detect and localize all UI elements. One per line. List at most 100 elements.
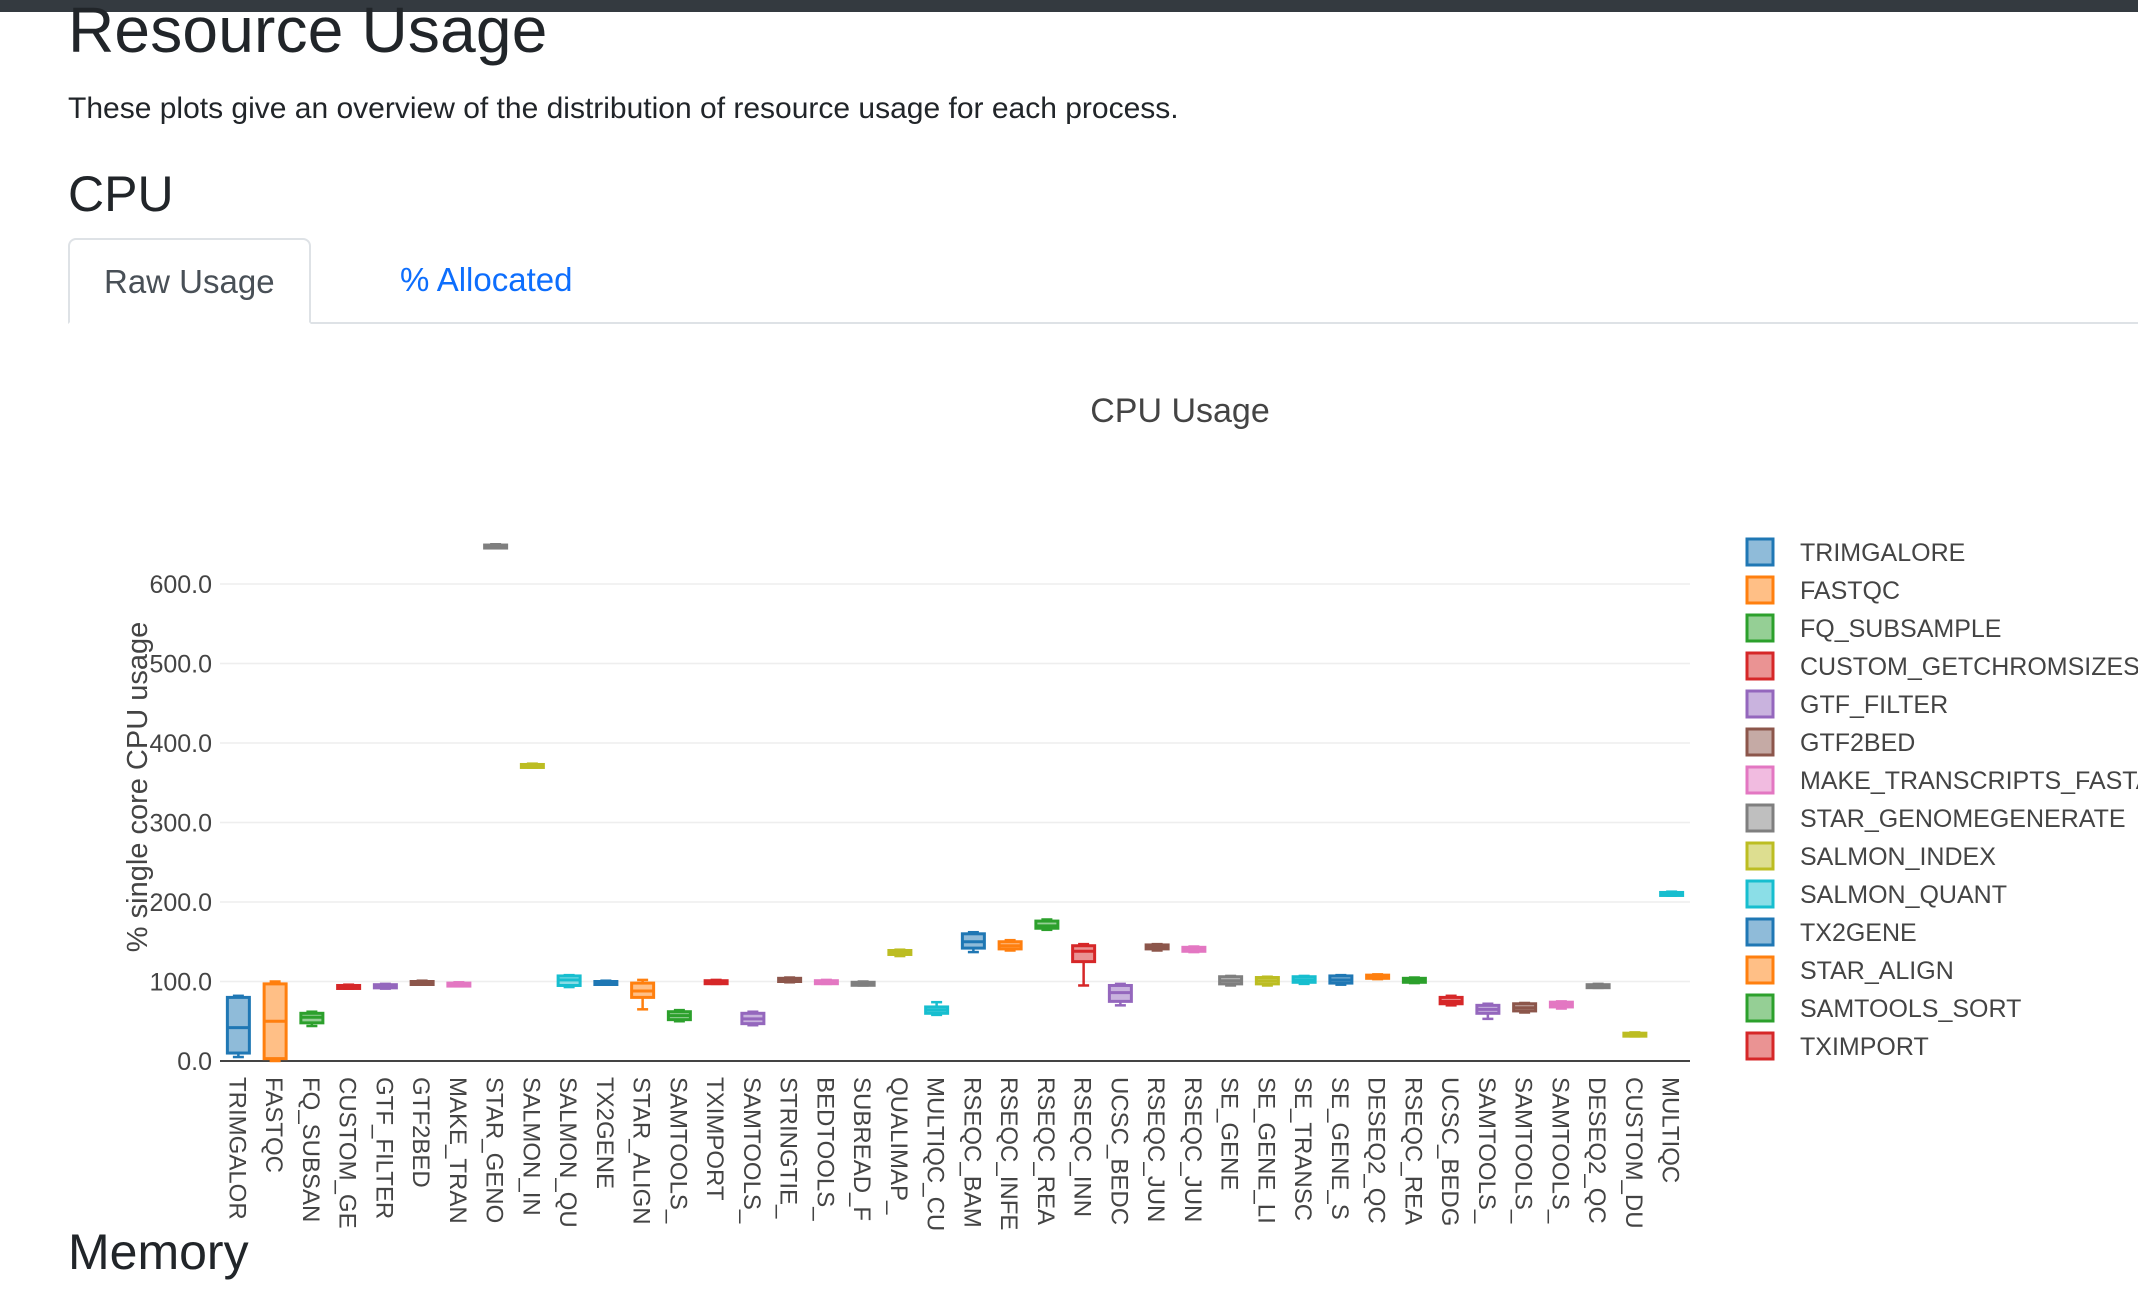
box-16 — [777, 976, 803, 984]
legend-swatch — [1745, 841, 1775, 871]
legend-item: SALMON_QUANT — [1745, 879, 2007, 909]
legend-label: FASTQC — [1800, 577, 1900, 605]
y-tick-labels: 0.0 100.0 200.0 300.0 400.0 500.0 600.0 — [149, 571, 212, 1076]
tab-percent-allocated[interactable]: % Allocated — [400, 261, 573, 298]
legend-swatch — [1745, 613, 1775, 643]
x-tick-label: CUSTOM_GE — [334, 1077, 361, 1229]
box-26 — [1144, 942, 1170, 952]
x-tick-label: SAMTOOLS_ — [1510, 1077, 1537, 1224]
box-4 — [336, 983, 362, 990]
page-description: These plots give an overview of the dist… — [68, 92, 1179, 125]
box-19 — [887, 948, 913, 958]
x-tick-label: SALMON_QU — [554, 1077, 581, 1228]
legend-label: CUSTOM_GETCHROMSIZES — [1800, 653, 2138, 681]
legend-item: TX2GENE — [1745, 917, 1917, 947]
x-tick-label: RSEQC_REA — [1399, 1077, 1426, 1225]
x-tick-label: DESEQ2_QC — [1583, 1077, 1610, 1224]
box-20 — [924, 1000, 950, 1017]
x-tick-label: RSEQC_JUN — [1179, 1077, 1206, 1222]
x-tick-label: STRINGTIE_ — [775, 1077, 802, 1219]
grid-lines — [220, 583, 1690, 1062]
box-35 — [1475, 1002, 1501, 1021]
box-3 — [299, 1010, 325, 1028]
legend-swatch — [1745, 1031, 1775, 1061]
cpu-usage-chart: CPU Usage % single core CPU usage 0.0 100… — [122, 392, 2138, 1230]
legend-item: FASTQC — [1745, 575, 1900, 605]
box-13 — [666, 1008, 692, 1023]
box-39 — [1622, 1031, 1648, 1038]
legend-swatch — [1745, 993, 1775, 1023]
box-8 — [483, 543, 509, 550]
x-tick-label: TX2GENE — [591, 1077, 618, 1189]
box-5 — [372, 982, 398, 990]
box-23 — [1034, 918, 1060, 932]
legend-swatch — [1745, 689, 1775, 719]
x-tick-label: SE_GENE_S — [1326, 1077, 1353, 1220]
box-27 — [1181, 945, 1207, 954]
legend-swatch — [1745, 537, 1775, 567]
page-title: Resource Usage — [68, 0, 548, 66]
legend-label: SAMTOOLS_SORT — [1800, 995, 2021, 1023]
tab-raw-usage[interactable]: Raw Usage — [68, 238, 311, 324]
box-plots — [225, 543, 1685, 1063]
box-33 — [1401, 976, 1427, 985]
box-30 — [1291, 974, 1317, 986]
x-tick-label: STAR_GENO — [481, 1077, 508, 1223]
box-1 — [225, 994, 251, 1059]
top-bar — [0, 0, 2138, 12]
box-2 — [262, 980, 288, 1063]
legend-item: SALMON_INDEX — [1745, 841, 1996, 871]
legend-swatch — [1745, 803, 1775, 833]
x-tick-label: RSEQC_REA — [1032, 1077, 1059, 1225]
x-tick-label: RSEQC_JUN — [1142, 1077, 1169, 1222]
x-tick-label: SE_GENE_LI — [1252, 1077, 1279, 1224]
box-32 — [1365, 973, 1391, 981]
x-tick-label: BEDTOOLS_ — [811, 1077, 838, 1221]
box-34 — [1438, 994, 1464, 1007]
x-tick-label: CUSTOM_DU — [1620, 1077, 1647, 1229]
y-tick-label: 500.0 — [149, 651, 212, 679]
y-axis-label: % single core CPU usage — [122, 622, 154, 952]
box-15 — [740, 1010, 766, 1027]
legend-swatch — [1745, 955, 1775, 985]
y-tick-label: 600.0 — [149, 571, 212, 599]
x-tick-label: QUALIMAP_ — [885, 1077, 912, 1215]
legend-item: GTF2BED — [1745, 727, 1915, 757]
legend-label: GTF2BED — [1800, 729, 1915, 757]
legend: TRIMGALORE FASTQC FQ_SUBSAMPLE CUSTOM_GETCH… — [1745, 537, 2138, 1061]
box-7 — [446, 981, 472, 988]
box-iqr — [1071, 944, 1097, 964]
box-21 — [960, 930, 986, 954]
legend-label: GTF_FILTER — [1800, 691, 1948, 719]
x-tick-label: RSEQC_INFE — [995, 1077, 1022, 1230]
x-tick-label: STAR_ALIGN — [628, 1077, 655, 1225]
x-tick-label: SAMTOOLS_ — [1473, 1077, 1500, 1224]
y-tick-label: 400.0 — [149, 730, 212, 758]
box-29 — [1254, 975, 1280, 987]
legend-item: GTF_FILTER — [1745, 689, 1948, 719]
box-9 — [519, 762, 545, 769]
legend-label: SALMON_QUANT — [1800, 881, 2007, 909]
legend-item: STAR_GENOMEGENERATE — [1745, 803, 2126, 833]
x-tick-label: UCSC_BEDG — [1436, 1077, 1463, 1226]
legend-swatch — [1745, 917, 1775, 947]
legend-swatch — [1745, 765, 1775, 795]
legend-item: FQ_SUBSAMPLE — [1745, 613, 2001, 643]
x-tick-label: SAMTOOLS_ — [1546, 1077, 1573, 1224]
box-24 — [1071, 942, 1097, 987]
x-tick-label: SALMON_IN — [517, 1077, 544, 1216]
legend-item: STAR_ALIGN — [1745, 955, 1954, 985]
x-tick-label: SE_TRANSC — [1289, 1077, 1316, 1221]
box-11 — [593, 979, 619, 986]
box-iqr — [225, 995, 251, 1055]
legend-item: CUSTOM_GETCHROMSIZES — [1745, 651, 2138, 681]
box-22 — [997, 938, 1023, 952]
legend-label: MAKE_TRANSCRIPTS_FASTA — [1800, 767, 2138, 795]
x-tick-label: DESEQ2_QC — [1363, 1077, 1390, 1224]
x-tick-label: MAKE_TRAN — [444, 1077, 471, 1224]
box-12 — [630, 978, 656, 1011]
x-tick-label: TRIMGALOR — [223, 1077, 250, 1220]
x-tick-label: RSEQC_BAM — [958, 1077, 985, 1228]
x-tick-label: SAMTOOLS_ — [664, 1077, 691, 1224]
x-tick-label: GTF_FILTER — [370, 1077, 397, 1219]
